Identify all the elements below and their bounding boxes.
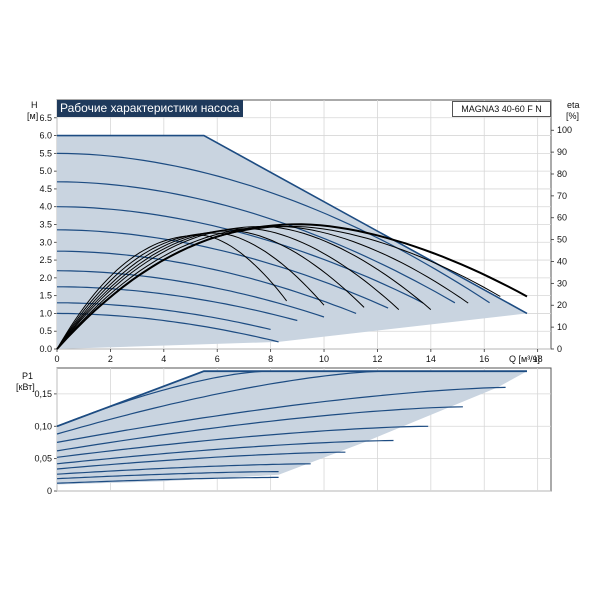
power-axis-unit: [кВт]	[16, 382, 35, 392]
eta-y-tick-label: 20	[557, 300, 567, 310]
eta-y-tick-label: 30	[557, 278, 567, 288]
head-y-tick-label: 3.5	[39, 220, 52, 230]
power-y-tick-label: 0	[47, 486, 52, 496]
power-curve-3	[56, 386, 506, 443]
head-x-tick-label: 16	[479, 354, 489, 364]
head-curve-2	[56, 181, 456, 304]
head-x-tick-label: 18	[533, 354, 543, 364]
head-y-tick-label: 2.5	[39, 255, 52, 265]
head-curve-9	[56, 312, 279, 343]
model-label: MAGNA3 40-60 F N	[452, 101, 551, 117]
power-curve-6	[56, 439, 394, 465]
power-curve-5	[56, 425, 429, 458]
head-curve-7	[57, 286, 298, 322]
head-curve-5	[57, 250, 357, 314]
flow-axis-label: Q [м³/ч]	[509, 354, 540, 364]
power-curve-4	[56, 406, 463, 452]
head-x-tick-label: 12	[372, 354, 382, 364]
eta-y-tick-label: 100	[557, 125, 572, 135]
head-y-tick-label: 3.0	[39, 237, 52, 247]
power-y-tick-label: 0,10	[34, 421, 52, 431]
head-y-tick-label: 1.0	[39, 308, 52, 318]
head-y-tick-label: 2.0	[39, 273, 52, 283]
head-y-tick-label: 4.5	[39, 184, 52, 194]
head-axis-label: H	[31, 100, 38, 110]
head-y-tick-label: 0.5	[39, 326, 52, 336]
head-curve-3	[56, 206, 424, 304]
head-y-tick-label: 6.0	[39, 131, 52, 141]
head-curve-6	[56, 270, 325, 318]
head-y-tick-label: 5.5	[39, 148, 52, 158]
power-y-tick-label: 0,05	[34, 454, 52, 464]
head-x-tick-label: 8	[268, 354, 273, 364]
head-y-tick-label: 1.5	[39, 291, 52, 301]
eta-y-tick-label: 50	[557, 235, 567, 245]
eta-y-tick-label: 60	[557, 213, 567, 223]
eta-y-tick-label: 0	[557, 344, 562, 354]
eta-axis-unit: [%]	[566, 111, 580, 121]
power-curve-9	[56, 471, 279, 480]
power-operating-area	[57, 371, 527, 485]
eta-y-tick-label: 70	[557, 191, 567, 201]
head-axis-unit: [м]	[27, 111, 39, 121]
power-axis-label: P1	[22, 371, 34, 381]
head-curve-1	[56, 152, 490, 304]
head-x-tick-label: 0	[54, 354, 59, 364]
head-y-tick-label: 6.5	[39, 113, 52, 123]
head-x-tick-label: 6	[215, 354, 220, 364]
eta-axis-label: eta	[567, 100, 580, 110]
efficiency-curve-5	[56, 228, 400, 350]
power-curve-2	[56, 370, 383, 435]
head-y-tick-label: 5.0	[39, 166, 52, 176]
head-x-tick-label: 14	[426, 354, 436, 364]
efficiency-curve-8	[56, 234, 287, 350]
eta-y-tick-label: 40	[557, 256, 567, 266]
efficiency-curve-4	[56, 226, 432, 350]
head-x-tick-label: 4	[161, 354, 166, 364]
power-curve-8	[56, 463, 311, 475]
head-envelope-outline	[57, 134, 528, 315]
head-curve-8	[57, 302, 271, 330]
efficiency-curve-6	[56, 230, 365, 350]
head-curve-4	[56, 229, 389, 309]
chart-title: Рабочие характеристики насоса	[60, 101, 240, 115]
head-x-tick-label: 2	[108, 354, 113, 364]
title-background	[57, 100, 243, 117]
head-y-tick-label: 0.0	[39, 344, 52, 354]
power-y-tick-label: 0,15	[34, 389, 52, 399]
power-curve-7	[56, 451, 346, 470]
power-curve-10	[56, 476, 279, 484]
eta-y-tick-label: 80	[557, 169, 567, 179]
power-envelope-outline	[56, 370, 527, 428]
eta-y-tick-label: 10	[557, 322, 567, 332]
head-y-tick-label: 4.0	[39, 202, 52, 212]
head-x-tick-label: 10	[319, 354, 329, 364]
eta-y-tick-label: 90	[557, 147, 567, 157]
